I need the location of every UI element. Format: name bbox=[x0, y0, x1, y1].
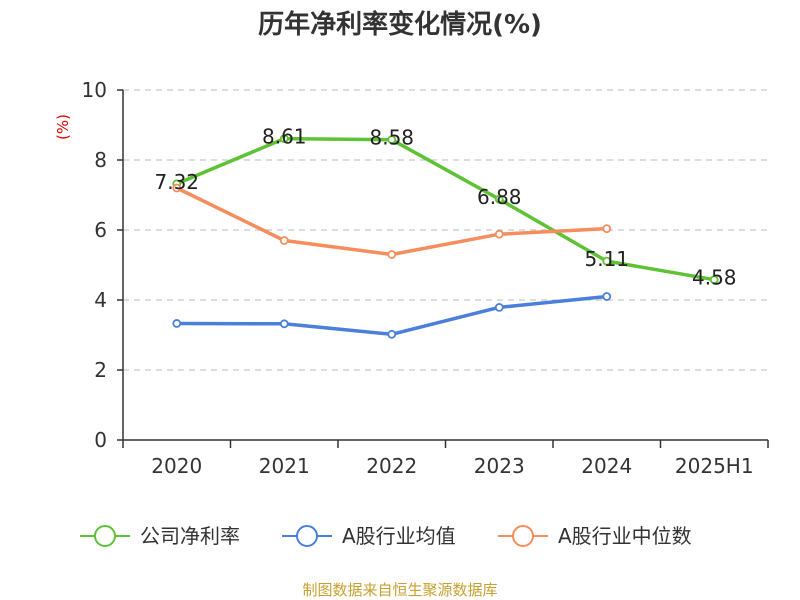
x-tick-label: 2023 bbox=[474, 454, 525, 478]
data-point bbox=[709, 275, 719, 285]
x-tick-label: 2024 bbox=[581, 454, 632, 478]
y-axis-unit-label: (%) bbox=[54, 114, 72, 140]
x-tick-label: 2020 bbox=[151, 454, 202, 478]
legend-label: A股行业均值 bbox=[342, 524, 456, 548]
data-point bbox=[387, 329, 397, 339]
x-tick-label: 2021 bbox=[259, 454, 310, 478]
data-point bbox=[494, 194, 504, 204]
series-line bbox=[175, 186, 607, 257]
series-layer bbox=[172, 134, 719, 339]
data-point bbox=[602, 256, 612, 266]
series-1 bbox=[172, 292, 612, 339]
legend-item: A股行业均值 bbox=[282, 524, 456, 548]
chart-title: 历年净利率变化情况(%) bbox=[258, 9, 542, 40]
data-point bbox=[387, 250, 397, 259]
data-point bbox=[279, 319, 289, 329]
y-tick-label: 10 bbox=[82, 78, 107, 102]
data-label: 5.11 bbox=[584, 247, 629, 271]
data-point bbox=[602, 292, 612, 301]
data-point bbox=[172, 183, 182, 193]
data-label: 6.88 bbox=[477, 185, 522, 209]
x-tick-label: 2022 bbox=[366, 454, 417, 478]
series-line bbox=[176, 294, 607, 337]
legend-marker bbox=[296, 525, 318, 547]
y-tick-label: 0 bbox=[94, 428, 107, 452]
legend-marker bbox=[94, 525, 116, 547]
data-point bbox=[172, 319, 182, 328]
legend-item: A股行业中位数 bbox=[498, 524, 692, 548]
legend-marker bbox=[512, 525, 534, 547]
y-tick-label: 2 bbox=[94, 358, 107, 382]
y-tick-label: 8 bbox=[94, 148, 107, 172]
series-0 bbox=[172, 134, 719, 285]
data-label: 4.58 bbox=[692, 266, 737, 290]
y-tick-label: 6 bbox=[94, 218, 107, 242]
data-label: 8.58 bbox=[369, 126, 414, 150]
x-tick-label: 2025H1 bbox=[675, 454, 754, 478]
data-point bbox=[279, 236, 289, 245]
data-point bbox=[494, 229, 504, 239]
legend: 公司净利率 A股行业均值 A股行业中位数 bbox=[80, 524, 692, 548]
series-2 bbox=[172, 183, 612, 259]
source-note: 制图数据来自恒生聚源数据库 bbox=[302, 581, 497, 599]
data-label: 7.32 bbox=[154, 170, 199, 194]
data-point bbox=[387, 135, 397, 145]
data-label: 8.61 bbox=[262, 125, 307, 149]
y-tick-label: 4 bbox=[94, 288, 107, 312]
axes: 0 2 4 6 8 10 2020 2021 2022 2023 2024 2025H1 bbox=[82, 78, 769, 478]
legend-label: A股行业中位数 bbox=[558, 524, 692, 548]
series-line bbox=[176, 136, 715, 282]
data-point bbox=[602, 224, 612, 234]
gridlines bbox=[123, 89, 768, 371]
data-point bbox=[279, 134, 289, 144]
data-point bbox=[494, 302, 504, 312]
legend-label: 公司净利率 bbox=[140, 524, 240, 548]
legend-item: 公司净利率 bbox=[80, 524, 240, 548]
data-labels: 7.32 8.61 8.58 6.88 5.11 4.58 bbox=[154, 125, 736, 290]
